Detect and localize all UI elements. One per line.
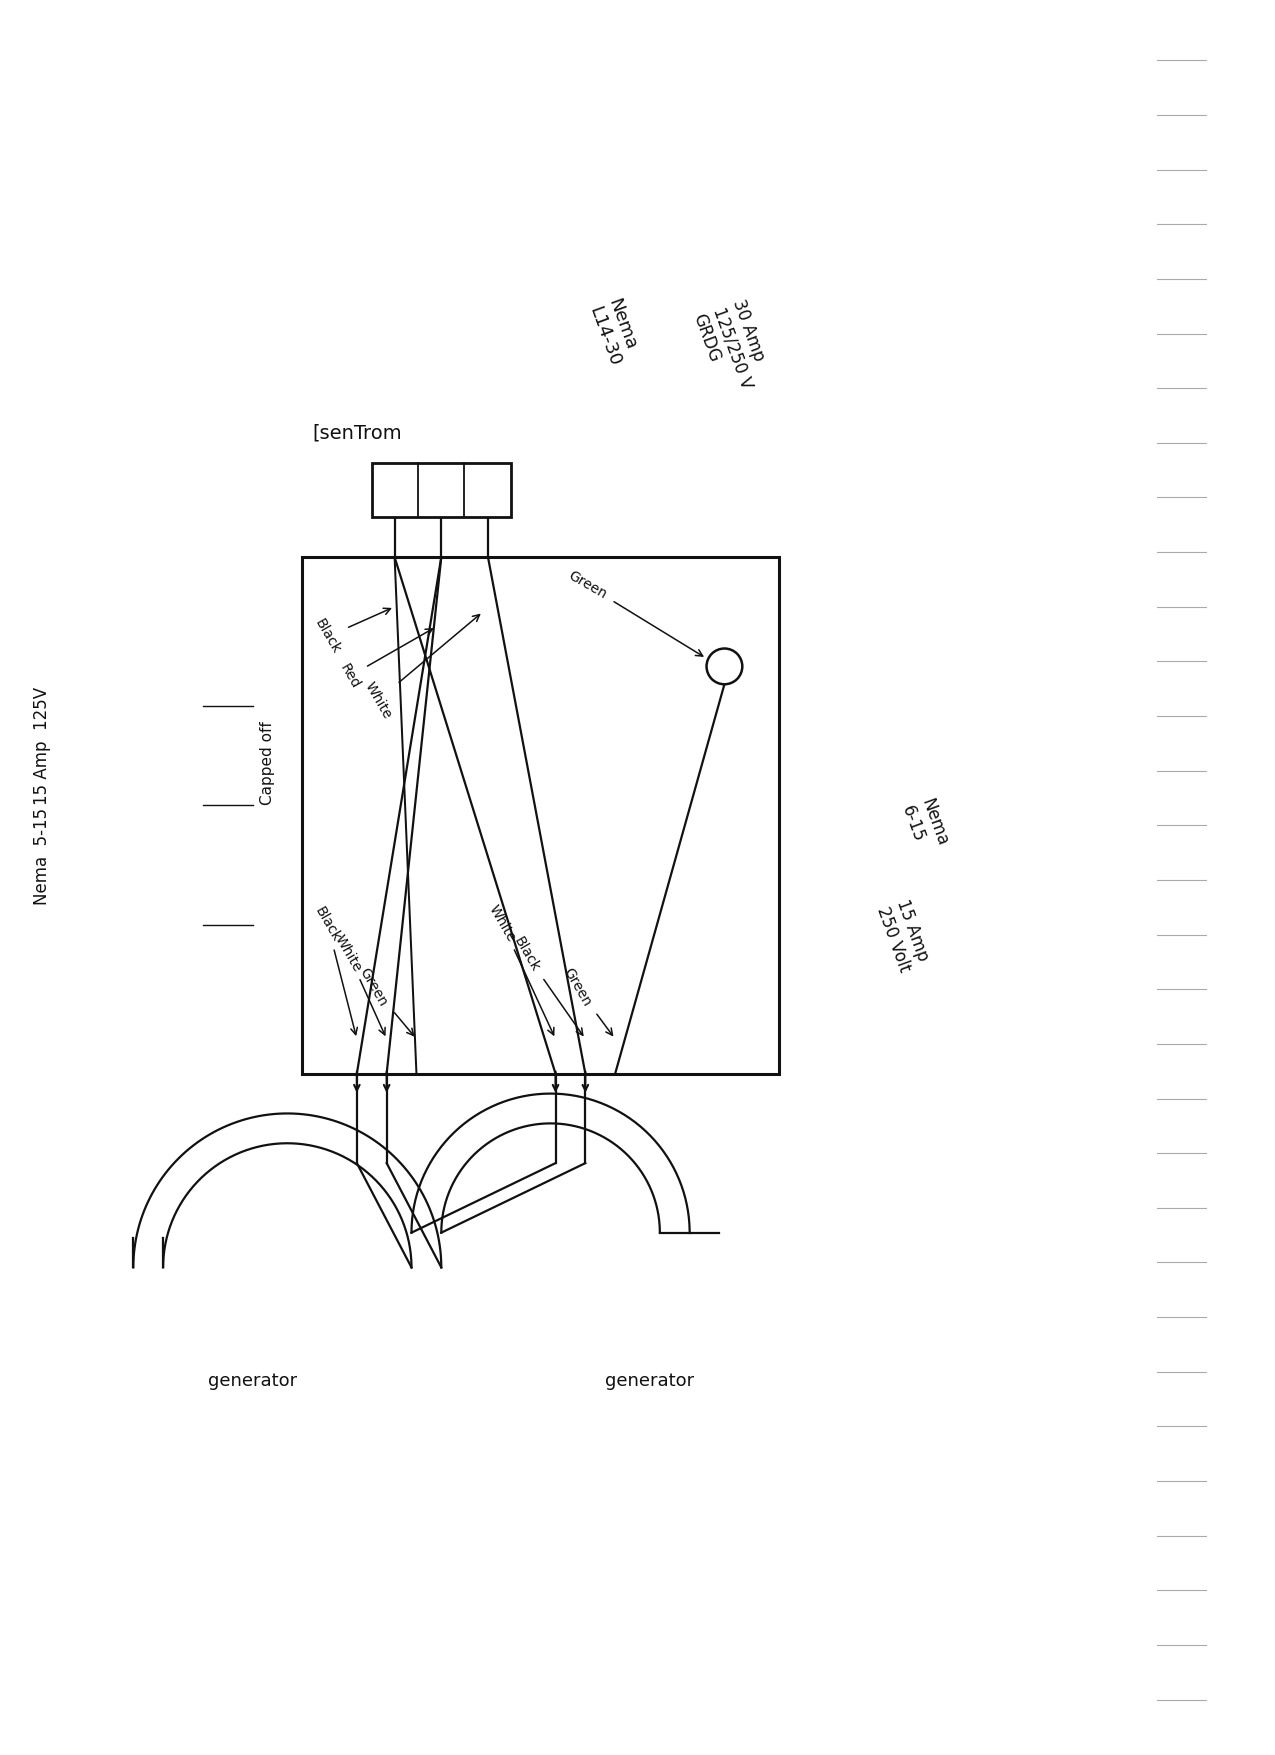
Text: Nema  5-15: Nema 5-15	[33, 807, 51, 906]
Text: Green: Green	[357, 965, 413, 1035]
Text: White: White	[486, 902, 553, 1035]
Bar	[302, 556, 779, 1074]
Text: Capped off: Capped off	[260, 721, 275, 806]
Text: Black: Black	[312, 609, 390, 656]
Text: generator: generator	[606, 1372, 695, 1390]
Text: 30 Amp
125/250 V
GRDG: 30 Amp 125/250 V GRDG	[690, 297, 775, 398]
Text: Black: Black	[511, 935, 583, 1035]
Circle shape	[706, 649, 742, 684]
Text: Green: Green	[561, 965, 612, 1035]
Text: Red: Red	[337, 628, 432, 691]
Bar	[372, 463, 511, 518]
Text: [senTrom: [senTrom	[312, 425, 402, 442]
Text: generator: generator	[208, 1372, 297, 1390]
Text: 15 Amp
250 Volt: 15 Amp 250 Volt	[873, 897, 933, 974]
Text: 15 Amp  125V: 15 Amp 125V	[33, 688, 51, 806]
Text: White: White	[332, 932, 385, 1035]
Text: Green: Green	[566, 569, 703, 656]
Text: Black: Black	[312, 906, 357, 1035]
Text: White: White	[362, 614, 479, 721]
Text: Nema
L14-30: Nema L14-30	[585, 297, 643, 369]
Text: Nema
6-15: Nema 6-15	[899, 795, 951, 855]
